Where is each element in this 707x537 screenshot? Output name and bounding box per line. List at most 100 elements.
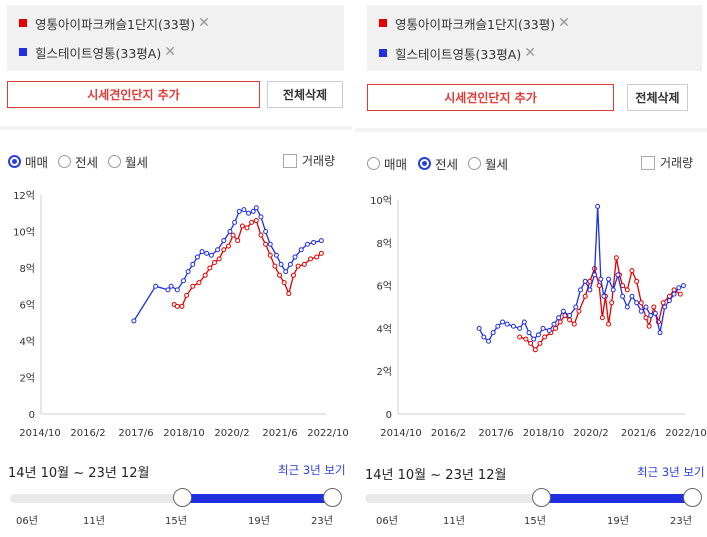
data-point bbox=[646, 323, 652, 329]
data-point bbox=[528, 340, 534, 346]
period-slider[interactable] bbox=[365, 488, 702, 507]
data-point bbox=[278, 261, 284, 267]
y-tick-label: 2억 bbox=[19, 373, 35, 385]
data-point bbox=[577, 287, 583, 293]
y-tick-label: 0 bbox=[29, 410, 35, 421]
radio-unchecked-icon bbox=[367, 157, 380, 170]
data-point bbox=[230, 232, 236, 238]
data-point bbox=[221, 238, 227, 244]
x-tick-label: 2016/2 bbox=[431, 428, 466, 439]
data-point bbox=[283, 269, 289, 275]
y-tick-label: 6억 bbox=[19, 300, 35, 312]
data-point bbox=[624, 287, 630, 293]
x-tick-label: 2018/10 bbox=[523, 428, 565, 439]
slider-range-fill bbox=[182, 494, 333, 503]
radio-jeonse[interactable]: 전세 bbox=[58, 152, 98, 171]
radio-label: 월세 bbox=[485, 157, 509, 172]
data-point bbox=[542, 334, 548, 340]
data-point bbox=[196, 280, 202, 286]
slider-start-handle[interactable] bbox=[532, 488, 551, 507]
radio-label: 매매 bbox=[25, 155, 49, 170]
data-point bbox=[208, 252, 214, 258]
radio-label: 전세 bbox=[75, 155, 99, 170]
data-point bbox=[657, 330, 663, 336]
add-complex-button[interactable]: 시세견인단지 추가 bbox=[367, 84, 614, 111]
slider-end-handle[interactable] bbox=[683, 488, 702, 507]
radio-sale[interactable]: 매매 bbox=[8, 152, 48, 171]
complex-legend: 영통아이파크캐슬1단지(33평) ✕ 힐스테이트영통(33평A) ✕ bbox=[367, 5, 702, 71]
data-point bbox=[535, 332, 541, 338]
data-point bbox=[582, 278, 588, 284]
data-point bbox=[643, 304, 649, 310]
data-point bbox=[609, 300, 615, 306]
data-point bbox=[174, 287, 180, 293]
x-tick-label: 2017/6 bbox=[118, 428, 153, 439]
delete-all-button[interactable]: 전체삭제 bbox=[267, 81, 343, 108]
data-point bbox=[567, 313, 573, 319]
x-tick-label: 2014/10 bbox=[380, 428, 422, 439]
y-tick-label: 4억 bbox=[376, 323, 392, 335]
data-point bbox=[573, 304, 579, 310]
data-point bbox=[629, 293, 635, 299]
legend-item-label: 힐스테이트영통(33평A) bbox=[35, 45, 162, 61]
data-point bbox=[204, 250, 210, 256]
data-point bbox=[532, 347, 538, 353]
close-icon[interactable]: ✕ bbox=[524, 45, 536, 61]
data-point bbox=[246, 210, 252, 216]
data-point bbox=[174, 303, 180, 309]
period-slider[interactable] bbox=[10, 488, 342, 507]
blue-square-icon bbox=[19, 48, 27, 56]
data-point bbox=[202, 272, 208, 278]
series-line-1 bbox=[173, 219, 322, 307]
data-point bbox=[190, 261, 196, 267]
close-icon[interactable]: ✕ bbox=[198, 15, 210, 31]
data-point bbox=[221, 247, 227, 253]
data-point bbox=[253, 205, 259, 211]
volume-checkbox[interactable]: 거래량 bbox=[283, 152, 335, 169]
x-tick-label: 2022/10 bbox=[665, 428, 707, 439]
x-tick-label: 2021/6 bbox=[262, 428, 297, 439]
data-point bbox=[613, 255, 619, 261]
delete-all-button[interactable]: 전체삭제 bbox=[627, 84, 688, 111]
data-point bbox=[556, 315, 562, 321]
data-point bbox=[258, 232, 264, 238]
data-point bbox=[131, 318, 137, 324]
radio-sale[interactable]: 매매 bbox=[367, 154, 407, 173]
data-point bbox=[476, 325, 482, 331]
add-complex-button[interactable]: 시세견인단지 추가 bbox=[7, 81, 260, 108]
complex-legend: 영통아이파크캐슬1단지(33평) ✕ 힐스테이트영통(33평A) ✕ bbox=[7, 5, 344, 71]
period-range-text: 14년 10월 ~ 23년 12월 bbox=[365, 468, 507, 483]
slider-end-handle[interactable] bbox=[323, 488, 342, 507]
y-tick-label: 10억 bbox=[370, 195, 392, 207]
data-point bbox=[258, 214, 264, 220]
volume-checkbox[interactable]: 거래량 bbox=[641, 154, 693, 171]
data-point bbox=[648, 313, 654, 319]
left-panel: 영통아이파크캐슬1단지(33평) ✕ 힐스테이트영통(33평A) ✕ 시세견인단… bbox=[0, 0, 352, 537]
slider-year-label: 15년 bbox=[165, 516, 187, 527]
data-point bbox=[179, 303, 185, 309]
data-point bbox=[263, 241, 269, 247]
close-icon[interactable]: ✕ bbox=[558, 15, 570, 31]
data-point bbox=[239, 223, 245, 229]
data-point bbox=[680, 283, 686, 289]
data-point bbox=[253, 218, 259, 224]
data-point bbox=[582, 293, 588, 299]
legend-item-label: 영통아이파크캐슬1단지(33평) bbox=[35, 16, 196, 32]
close-icon[interactable]: ✕ bbox=[164, 44, 176, 60]
radio-monthly[interactable]: 월세 bbox=[108, 152, 148, 171]
recent-3-years-button[interactable]: 최근 3년 보기 bbox=[278, 463, 346, 477]
data-point bbox=[273, 252, 279, 258]
data-point bbox=[481, 334, 487, 340]
data-point bbox=[184, 292, 190, 298]
data-point bbox=[216, 256, 222, 262]
data-point bbox=[510, 323, 516, 329]
data-point bbox=[624, 304, 630, 310]
data-point bbox=[587, 287, 593, 293]
recent-3-years-button[interactable]: 최근 3년 보기 bbox=[637, 465, 705, 479]
radio-jeonse[interactable]: 전세 bbox=[418, 154, 458, 173]
radio-monthly[interactable]: 월세 bbox=[468, 154, 508, 173]
data-point bbox=[277, 272, 283, 278]
slider-start-handle[interactable] bbox=[173, 488, 192, 507]
blue-square-icon bbox=[379, 49, 387, 57]
red-square-icon bbox=[379, 19, 387, 27]
